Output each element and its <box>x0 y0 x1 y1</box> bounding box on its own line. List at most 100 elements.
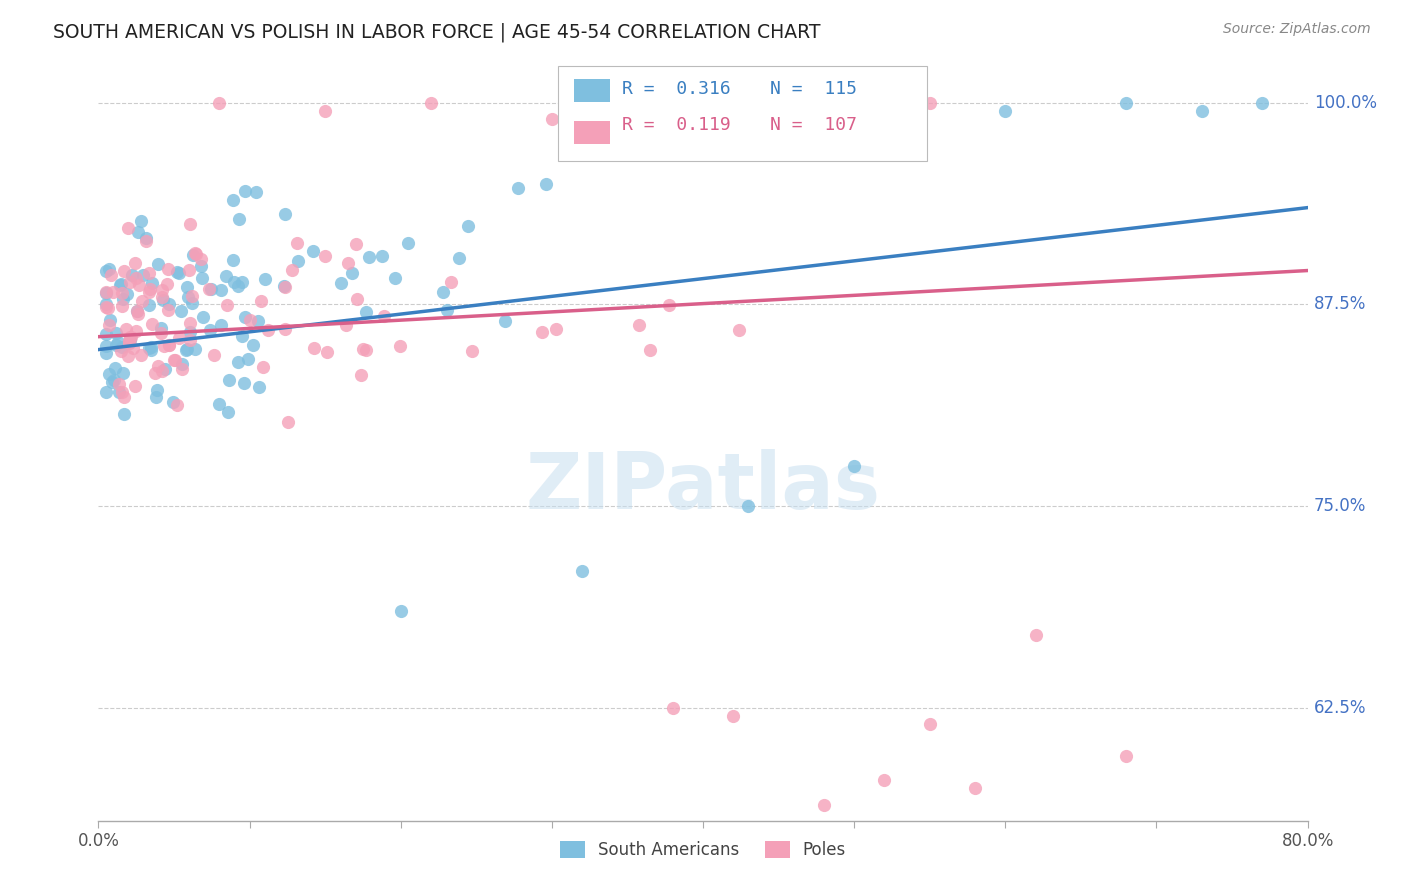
Point <box>217 298 239 312</box>
Point <box>143 366 166 380</box>
Point <box>994 103 1017 118</box>
Point <box>1115 95 1137 110</box>
Point <box>238 352 260 367</box>
Point <box>384 271 406 285</box>
Point <box>138 341 160 355</box>
Point <box>157 297 180 311</box>
Point <box>166 398 188 412</box>
Point <box>873 773 896 788</box>
Point <box>157 262 180 277</box>
Point <box>170 304 193 318</box>
Point <box>627 318 650 332</box>
Point <box>94 264 117 278</box>
Point <box>658 298 681 312</box>
Point <box>218 373 240 387</box>
Point <box>156 277 179 291</box>
Point <box>157 337 180 351</box>
Point <box>287 254 309 268</box>
Point <box>638 343 661 357</box>
Point <box>918 716 941 731</box>
Point <box>120 275 142 289</box>
Point <box>112 408 135 422</box>
Point <box>233 310 256 324</box>
Point <box>98 313 121 327</box>
Point <box>121 268 143 282</box>
Point <box>97 262 120 277</box>
Point <box>112 292 135 306</box>
Point <box>94 385 117 400</box>
Point <box>179 325 201 339</box>
Point <box>138 285 160 299</box>
Point <box>112 264 135 278</box>
Point <box>228 212 250 227</box>
Point <box>813 797 835 812</box>
Point <box>222 253 245 268</box>
Point <box>162 395 184 409</box>
Point <box>111 366 134 380</box>
Point <box>202 348 225 362</box>
Point <box>190 260 212 274</box>
Point <box>139 282 162 296</box>
Point <box>281 262 304 277</box>
Point <box>239 313 262 327</box>
Point <box>208 95 231 110</box>
Point <box>108 278 131 293</box>
Point <box>139 339 162 353</box>
Point <box>534 177 557 191</box>
Point <box>274 279 297 293</box>
Point <box>231 275 253 289</box>
Point <box>247 380 270 394</box>
Point <box>94 285 117 300</box>
Point <box>105 326 128 340</box>
Text: 62.5%: 62.5% <box>1313 698 1367 716</box>
Point <box>540 112 562 126</box>
Point <box>661 95 683 110</box>
Point <box>127 304 149 318</box>
Point <box>94 285 117 300</box>
Point <box>94 346 117 360</box>
Point <box>274 322 297 336</box>
Point <box>180 296 202 310</box>
Point <box>176 342 198 356</box>
Point <box>145 390 167 404</box>
Point <box>98 318 121 332</box>
Point <box>461 344 484 359</box>
Point <box>121 341 143 355</box>
Point <box>124 256 146 270</box>
Point <box>149 320 172 334</box>
Point <box>132 268 155 283</box>
Point <box>359 250 381 264</box>
Point <box>208 396 231 410</box>
Point <box>98 368 121 382</box>
Point <box>127 307 149 321</box>
Point <box>350 368 373 382</box>
Point <box>120 330 142 344</box>
Point <box>335 318 357 332</box>
Point <box>257 322 280 336</box>
Point <box>314 103 336 118</box>
Point <box>131 293 153 308</box>
Point <box>723 103 745 118</box>
Point <box>155 362 177 376</box>
Point <box>495 314 517 328</box>
Point <box>396 235 419 250</box>
Point <box>965 781 987 796</box>
Point <box>329 277 352 291</box>
Point <box>118 335 141 350</box>
Point <box>388 339 411 353</box>
Point <box>94 300 117 314</box>
Point <box>346 292 368 306</box>
Point <box>245 185 267 199</box>
Point <box>163 353 186 368</box>
Point <box>209 318 232 332</box>
Point <box>226 279 249 293</box>
FancyBboxPatch shape <box>558 66 927 161</box>
Point <box>128 277 150 292</box>
Point <box>285 236 308 251</box>
Text: 75.0%: 75.0% <box>1313 497 1367 515</box>
Point <box>342 266 364 280</box>
Point <box>146 257 169 271</box>
Point <box>115 322 138 336</box>
Point <box>631 95 654 110</box>
Point <box>200 282 222 296</box>
